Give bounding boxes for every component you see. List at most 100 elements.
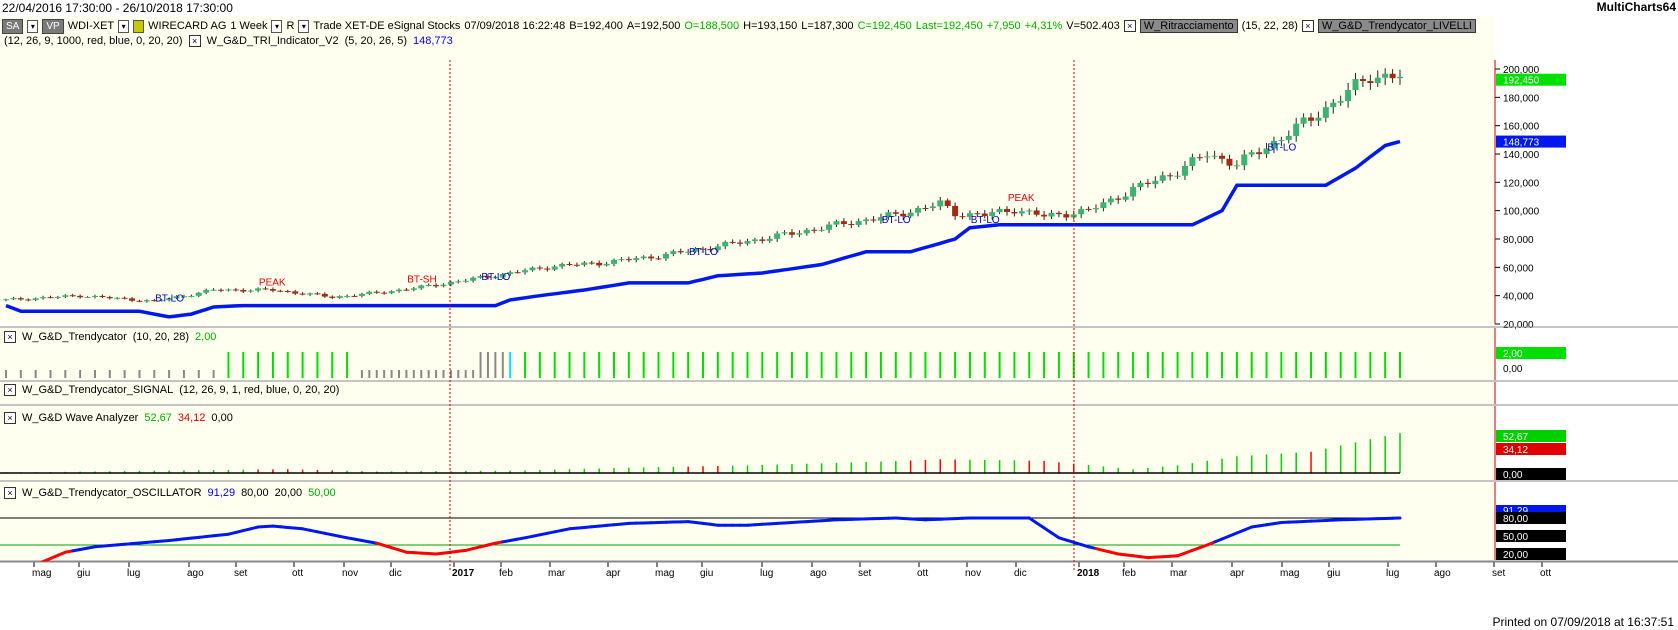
candle-body (774, 233, 781, 239)
candle-body (292, 291, 299, 294)
candle-body (1092, 208, 1099, 210)
interval-dropdown-icon[interactable]: ▾ (271, 19, 283, 33)
candle-body (1063, 214, 1070, 218)
x-tick-label: giu (1327, 568, 1340, 579)
sa-button[interactable]: SA (2, 18, 24, 34)
indicator-trendycator-livelli[interactable]: W_G&D_Trendycator_LIVELLI (1317, 19, 1476, 33)
oscillator-name: W_G&D_Trendycator_OSCILLATOR (22, 487, 202, 499)
candle-body (1359, 79, 1366, 82)
source-label: Trade XET-DE eSignal Stocks (313, 20, 461, 32)
candle-body (1107, 198, 1114, 203)
x-tick-label: 2017 (452, 568, 475, 579)
candle-body (959, 216, 966, 218)
candle-body (1241, 154, 1248, 166)
close-label: C=192,450 (857, 20, 912, 32)
candle-body (269, 289, 276, 291)
candle-body (870, 219, 877, 221)
candle-body (648, 256, 655, 259)
x-tick-label: mag (655, 568, 674, 579)
candle-body (892, 212, 899, 214)
candle-body (203, 289, 210, 293)
livelli-params: (12, 26, 9, 1000, red, blue, 0, 20, 20) (4, 35, 183, 47)
trendycator-name: W_G&D_Trendycator (22, 331, 127, 343)
candle-body (1270, 140, 1277, 149)
annotation-label: BT-LO (1267, 142, 1296, 153)
symbol-toolbar: SA ▾ VP WDI-XET ▾ WIRECARD AG 1 Week ▾ R… (2, 18, 1476, 34)
wave-axis-label: 34,12 (1503, 445, 1528, 456)
change-label: +7,950 (986, 20, 1021, 32)
chart-svg: 20,000 40,000 60,000 80,000 100,000 120,000 14… (0, 17, 1678, 616)
signal-panel-bg (0, 382, 1495, 404)
candle-body (796, 233, 803, 235)
vp-button[interactable]: VP (42, 18, 64, 34)
candle-body (84, 296, 91, 298)
candle-body (1248, 152, 1255, 155)
company-name: WIRECARD AG (148, 20, 227, 32)
close-icon[interactable]: × (4, 331, 16, 343)
candle-body (1070, 214, 1077, 218)
candle-body (989, 212, 996, 216)
candle-body (99, 295, 106, 298)
close-icon[interactable]: × (4, 412, 16, 424)
candle-body (1233, 165, 1240, 167)
close-icon[interactable]: × (1123, 20, 1136, 32)
candle-body (1330, 102, 1337, 108)
x-tick-label: giu (700, 568, 713, 579)
trendycator-params: (10, 20, 28) (132, 331, 190, 343)
candle-body (714, 246, 721, 251)
x-tick-label: set (234, 568, 248, 579)
candle-body (329, 296, 336, 298)
trendycator-value-box (1496, 347, 1566, 359)
candle-body (685, 251, 692, 253)
signal-params: (12, 26, 9, 1, red, blue, 0, 20, 20) (179, 384, 340, 396)
symbol-dropdown-icon[interactable]: ▾ (118, 19, 130, 33)
candle-body (1189, 157, 1196, 166)
close-icon[interactable]: × (4, 384, 16, 396)
candle-body (247, 290, 254, 292)
x-tick-label: set (1492, 568, 1506, 579)
candle-body (1137, 182, 1144, 188)
close-icon[interactable]: × (4, 487, 16, 499)
candle-body (299, 293, 306, 295)
candle-body (1159, 175, 1166, 181)
oscillator-value-1: 91,29 (207, 487, 236, 499)
oscillator-panel-bg (0, 482, 1495, 560)
close-icon[interactable]: × (188, 35, 201, 47)
candle-body (974, 213, 981, 215)
candle-body (529, 267, 536, 271)
y-tick-label: 140,000 (1503, 150, 1540, 161)
candle-body (855, 221, 862, 226)
close-icon[interactable]: × (1301, 20, 1314, 32)
candle-body (915, 207, 922, 213)
indicator-ritracciamento[interactable]: W_Ritracciamento (1139, 19, 1238, 33)
candle-body (863, 219, 870, 222)
candle-body (1397, 76, 1403, 79)
annotation-label: BT-LO (689, 247, 718, 258)
r-dropdown-icon[interactable]: ▾ (298, 19, 310, 33)
candle-body (670, 251, 677, 254)
candle-body (418, 285, 425, 289)
sa-dropdown-icon[interactable]: ▾ (27, 19, 39, 33)
main-panel-bg (0, 17, 1495, 324)
candle-body (737, 242, 744, 244)
candle-body (17, 298, 24, 300)
candle-body (381, 292, 388, 294)
bid-label: B=192,400 (569, 20, 623, 32)
candle-body (536, 267, 543, 269)
candle-body (522, 270, 529, 273)
x-tick-label: ago (810, 568, 827, 579)
candle-body (32, 298, 39, 301)
candle-body (1078, 208, 1085, 215)
candle-body (1004, 208, 1011, 212)
x-tick-label: ago (1434, 568, 1451, 579)
candle-body (255, 288, 262, 291)
candle-body (10, 298, 17, 300)
last-label: Last=192,450 (915, 20, 983, 32)
candle-body (937, 200, 944, 207)
candle-body (1382, 73, 1389, 78)
candle-body (1018, 211, 1025, 214)
color-swatch-icon[interactable] (133, 19, 145, 33)
candle-body (944, 200, 951, 206)
candle-body (818, 229, 825, 231)
x-tick-label: lug (760, 568, 773, 579)
